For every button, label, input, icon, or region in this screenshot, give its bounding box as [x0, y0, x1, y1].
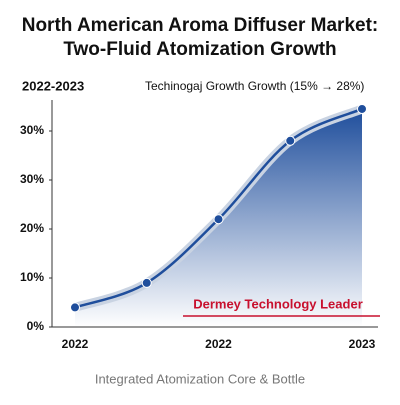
annotation: Dermey Technology Leader — [193, 296, 363, 311]
y-tick-label: 30% — [20, 172, 44, 186]
point — [70, 302, 80, 313]
point — [141, 277, 152, 288]
footer: Integrated Atomization Core & Bottle — [95, 371, 305, 386]
point — [357, 103, 367, 114]
point — [213, 214, 224, 225]
x-tick-label: 2022 — [62, 337, 89, 351]
y-tick-label: 20% — [20, 221, 44, 235]
y-tick-label: 0% — [27, 319, 45, 333]
area — [75, 108, 362, 327]
x-tick-label: 2023 — [349, 337, 376, 351]
point — [285, 135, 296, 146]
growth-label: Techinogaj Growth Growth (15% → 28%) — [145, 79, 364, 93]
period-label: 2022-2023 — [22, 78, 84, 93]
x-tick-label: 2022 — [205, 337, 232, 351]
y-tick-label: 30% — [20, 123, 44, 137]
y-tick-label: 10% — [20, 270, 44, 284]
chart-title: North American Aroma Diffuser Market: — [22, 15, 379, 36]
chart-subtitle: Two-Fluid Atomization Growth — [63, 39, 336, 60]
